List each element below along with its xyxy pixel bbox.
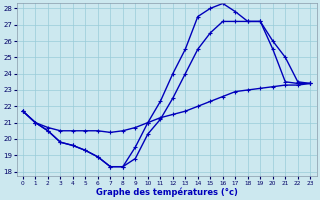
X-axis label: Graphe des températures (°c): Graphe des températures (°c) [96,187,237,197]
